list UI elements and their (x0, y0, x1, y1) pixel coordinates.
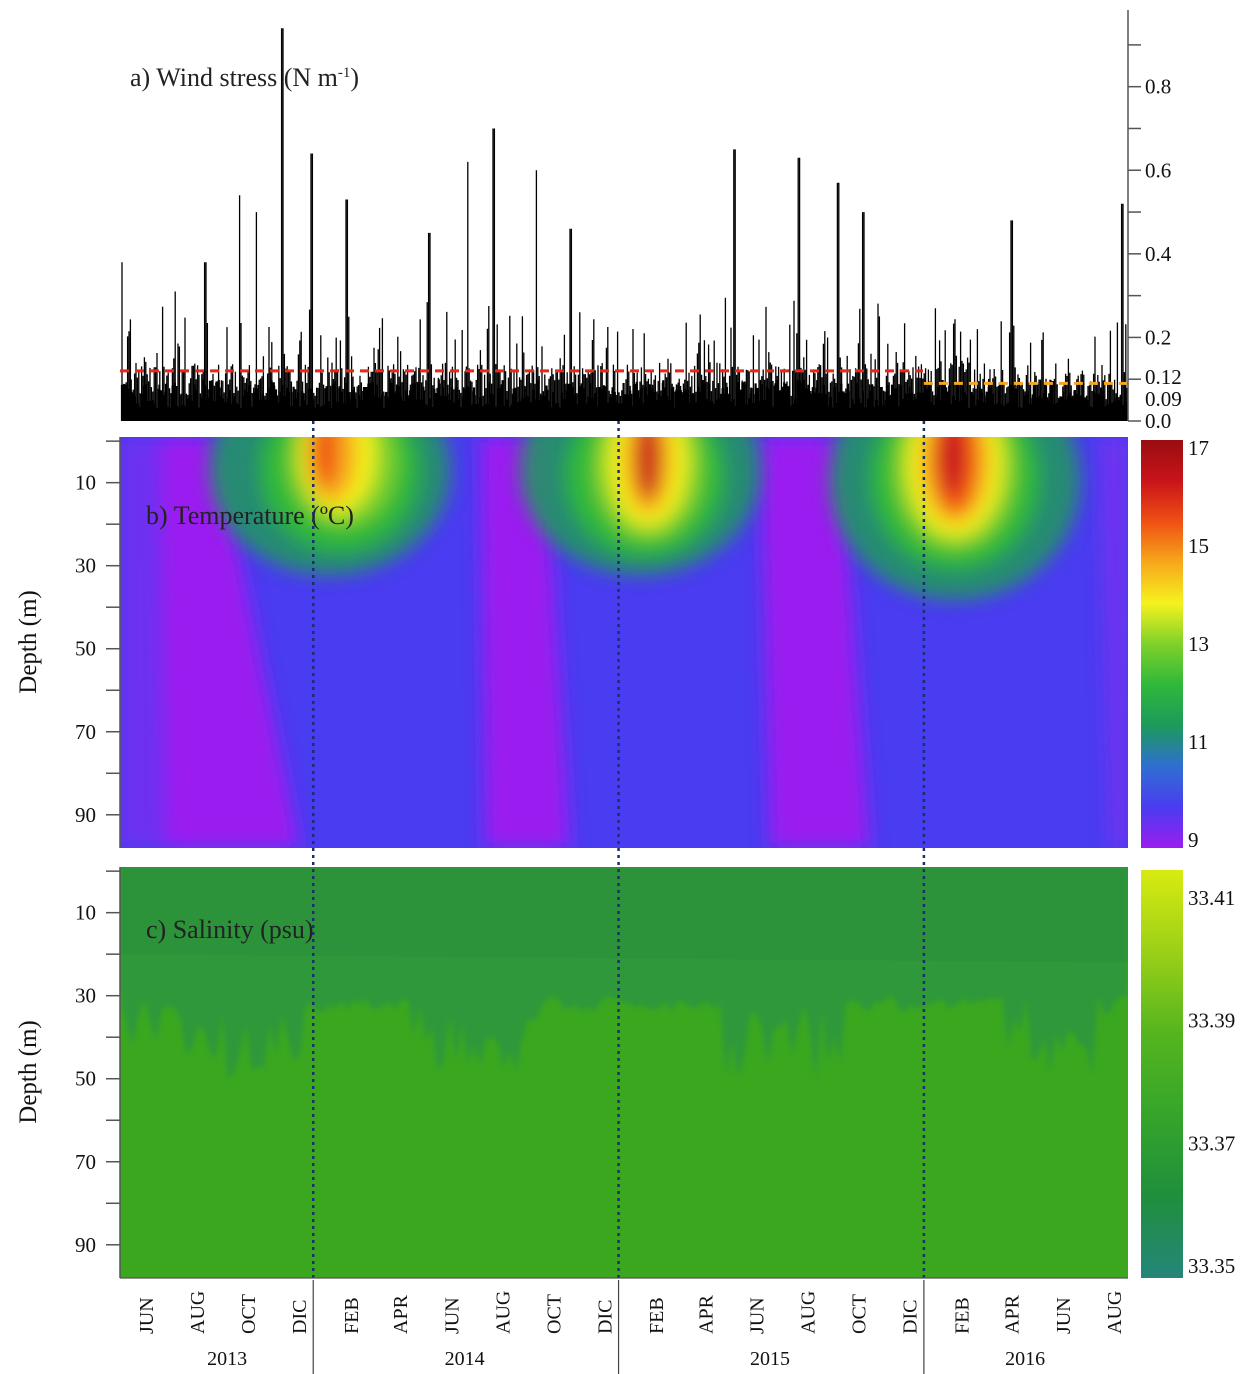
year-label: 2015 (750, 1348, 790, 1370)
month-labels: JUN AUG OCT DIC FEB APR JUN AUG OCT DIC FEB APR JUN A… (136, 1291, 1126, 1334)
temperature-panel-label: b) Temperature (ºC) (146, 501, 354, 530)
wind-y-tick-label: 0.0 (1145, 409, 1171, 433)
year-label: 2013 (207, 1348, 247, 1370)
threshold-label-009: 0.09 (1145, 387, 1182, 411)
month-label: OCT (849, 1294, 871, 1334)
wind-y-tick-label: 0.8 (1145, 75, 1171, 99)
depth-tick-label: 50 (75, 637, 96, 661)
month-label: DIC (289, 1300, 311, 1334)
depth-tick-label: 70 (75, 720, 96, 744)
wind-y-ticks: 0.0 0.2 0.4 0.6 0.8 (1128, 44, 1172, 433)
temperature-warm-events (210, 437, 1080, 600)
wind-y-tick-label: 0.4 (1145, 242, 1172, 266)
month-label: DIC (900, 1300, 922, 1334)
temperature-colorbar-ticks: 17 15 13 11 9 (1188, 436, 1209, 852)
salinity-surface-layer (120, 867, 1128, 963)
month-label: JUN (1053, 1297, 1075, 1334)
colorbar-tick-label: 33.35 (1188, 1254, 1235, 1278)
month-label: OCT (238, 1294, 260, 1334)
year-dividers (120, 421, 1128, 1374)
salinity-panel-label: c) Salinity (psu) (146, 915, 314, 944)
colorbar-tick-label: 33.41 (1188, 886, 1235, 910)
depth-tick-label: 10 (75, 471, 96, 495)
depth-tick-label: 50 (75, 1067, 96, 1091)
wind-stress-panel: 0.0 0.2 0.4 0.6 0.8 a) Wind stress (N m-1) 0… (120, 10, 1182, 433)
month-label: JUN (136, 1297, 158, 1334)
month-label: AUG (1104, 1291, 1126, 1334)
salinity-colorbar (1141, 870, 1183, 1278)
depth-tick-label: 30 (75, 554, 96, 578)
month-label: APR (696, 1294, 718, 1334)
month-label: FEB (646, 1297, 668, 1334)
wind-panel-label: a) Wind stress (N m-1) (130, 63, 359, 92)
year-labels: 2013 2014 2015 2016 (207, 1348, 1045, 1370)
temperature-panel: 10 30 50 70 90 Depth (m) b) Temperature (ºC)… (15, 436, 1209, 852)
colorbar-tick-label: 33.37 (1188, 1131, 1235, 1155)
depth-tick-label: 10 (75, 901, 96, 925)
threshold-label-012: 0.12 (1145, 365, 1182, 389)
colorbar-tick-label: 15 (1188, 534, 1209, 558)
month-label: APR (1002, 1294, 1024, 1334)
month-label: AUG (798, 1291, 820, 1334)
depth-tick-label: 90 (75, 803, 96, 827)
year-label: 2014 (445, 1348, 485, 1370)
salinity-panel: 10 30 50 70 90 Depth (m) c) Salinity (psu) 3… (15, 867, 1235, 1278)
salinity-y-axis-title: Depth (m) (15, 1020, 42, 1123)
year-label: 2016 (1005, 1348, 1045, 1370)
month-label: AUG (492, 1291, 514, 1334)
temperature-cold-bands (120, 437, 1128, 848)
wind-stress-body (120, 379, 1129, 421)
month-label: JUN (747, 1297, 769, 1334)
colorbar-tick-label: 33.39 (1188, 1009, 1235, 1033)
colorbar-tick-label: 13 (1188, 632, 1209, 656)
wind-y-tick-label: 0.2 (1145, 325, 1171, 349)
month-label: FEB (341, 1297, 363, 1334)
salinity-colorbar-ticks: 33.41 33.39 33.37 33.35 (1188, 886, 1235, 1278)
salinity-y-ticks: 10 30 50 70 90 (75, 867, 121, 1278)
depth-tick-label: 70 (75, 1150, 96, 1174)
month-label: JUN (441, 1297, 463, 1334)
temperature-colorbar (1141, 440, 1183, 848)
wind-y-tick-label: 0.6 (1145, 158, 1171, 182)
temperature-y-ticks: 10 30 50 70 90 (75, 437, 121, 848)
temperature-y-axis-title: Depth (m) (15, 590, 42, 693)
colorbar-tick-label: 9 (1188, 828, 1199, 852)
depth-tick-label: 30 (75, 984, 96, 1008)
month-label: DIC (594, 1300, 616, 1334)
depth-tick-label: 90 (75, 1233, 96, 1257)
month-label: OCT (543, 1294, 565, 1334)
colorbar-tick-label: 17 (1188, 436, 1209, 460)
month-label: AUG (187, 1291, 209, 1334)
colorbar-tick-label: 11 (1188, 730, 1208, 754)
month-label: APR (390, 1294, 412, 1334)
month-label: FEB (952, 1297, 974, 1334)
